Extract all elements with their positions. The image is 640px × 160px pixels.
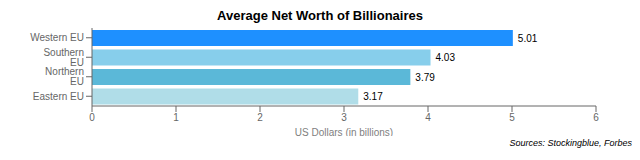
svg-text:1: 1 — [173, 112, 179, 123]
svg-text:0: 0 — [89, 112, 95, 123]
svg-text:5: 5 — [509, 112, 515, 123]
svg-text:2: 2 — [257, 112, 263, 123]
svg-text:6: 6 — [593, 112, 599, 123]
svg-text:Western EU: Western EU — [30, 32, 84, 43]
svg-text:5.01: 5.01 — [518, 33, 538, 44]
svg-text:NorthernEU: NorthernEU — [45, 66, 84, 87]
html-text:Average Net Worth of Billionai: Average Net Worth of Billionaires — [217, 8, 423, 23]
svg-text:SouthernEU: SouthernEU — [43, 47, 84, 68]
svg-text:3: 3 — [341, 112, 347, 123]
html-text:Sources: Stockingblue, Forbes: Sources: Stockingblue, Forbes — [509, 138, 632, 148]
svg-text:US Dollars (in billions): US Dollars (in billions) — [295, 127, 393, 136]
svg-text:3.79: 3.79 — [415, 72, 435, 83]
svg-text:Eastern EU: Eastern EU — [33, 91, 84, 102]
svg-text:4.03: 4.03 — [436, 52, 456, 63]
svg-text:4: 4 — [425, 112, 431, 123]
svg-text:3.17: 3.17 — [363, 91, 383, 102]
